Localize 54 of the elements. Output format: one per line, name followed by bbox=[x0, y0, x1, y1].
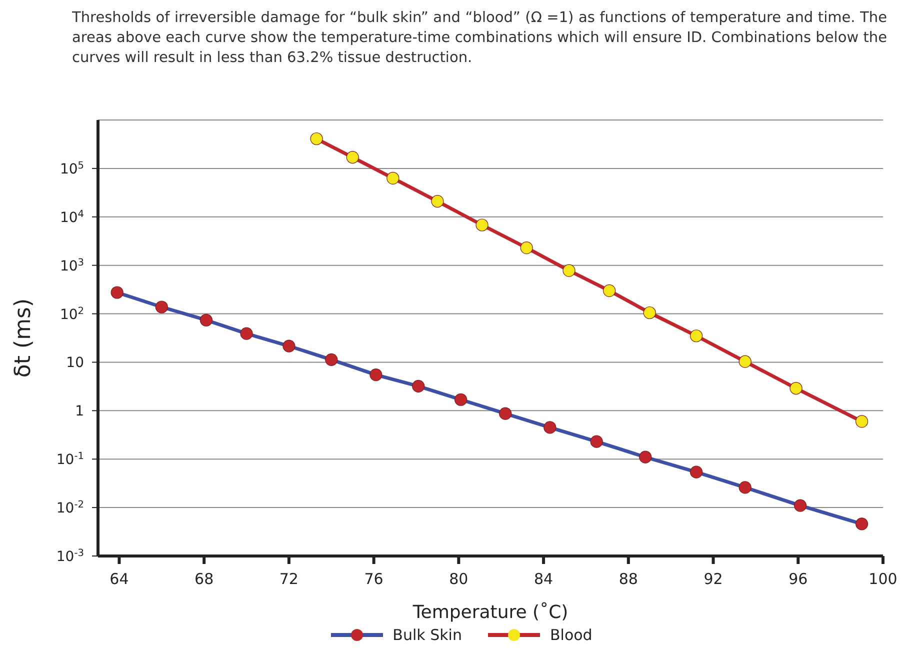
point bbox=[240, 327, 253, 340]
point bbox=[110, 286, 124, 299]
legend-label: Bulk Skin bbox=[392, 626, 462, 644]
y-tick-label: 10$^{2}$ bbox=[60, 305, 84, 323]
y-tick-label: 10$^{5}$ bbox=[60, 160, 84, 178]
legend-label: Blood bbox=[550, 626, 592, 644]
point bbox=[520, 242, 533, 254]
point bbox=[282, 340, 296, 352]
point bbox=[855, 518, 868, 530]
y-tick-label: 10$^{-3}$ bbox=[56, 548, 84, 565]
point bbox=[738, 481, 752, 494]
point bbox=[603, 284, 616, 297]
x-tick-label: 92 bbox=[704, 570, 723, 588]
x-tick-label: 96 bbox=[788, 570, 808, 588]
point bbox=[155, 300, 168, 314]
point bbox=[325, 353, 338, 366]
y-tick-label: 10$^{3}$ bbox=[60, 256, 84, 274]
x-tick-label: 76 bbox=[364, 570, 384, 588]
point bbox=[386, 172, 400, 184]
point bbox=[310, 132, 323, 146]
x-tick-label: 64 bbox=[110, 570, 129, 588]
point bbox=[790, 382, 802, 395]
point bbox=[200, 314, 213, 326]
point bbox=[690, 330, 703, 342]
y-tick-label: 10$^{-1}$ bbox=[56, 450, 84, 468]
y-tick-label: 10$^{4}$ bbox=[60, 208, 84, 226]
point bbox=[346, 150, 359, 164]
x-axis-title: Temperature (˚C) bbox=[412, 602, 568, 623]
x-tick-label: 68 bbox=[194, 570, 214, 588]
point bbox=[454, 393, 468, 406]
x-tick-label: 84 bbox=[534, 570, 554, 588]
point bbox=[738, 355, 752, 368]
point bbox=[412, 380, 425, 392]
point bbox=[431, 194, 444, 208]
y-tick-label: 10 bbox=[66, 355, 84, 372]
point bbox=[476, 218, 488, 232]
x-tick-label: 100 bbox=[868, 570, 898, 588]
point bbox=[794, 499, 807, 512]
point bbox=[590, 435, 603, 448]
chart-title: Thresholds of irreversible damage for “bulk skin” and “blood” (Ω =1) as functions of temperature and time. The areas above each curve show the temperature-time combinations which will ensure ID. Combinations below the curves will result in less than 63.2% tissue destruction. bbox=[71, 9, 888, 68]
y-axis-title: δt (ms) bbox=[10, 298, 36, 378]
point bbox=[544, 421, 556, 434]
point bbox=[639, 450, 652, 464]
point bbox=[562, 264, 576, 277]
x-tick-label: 88 bbox=[618, 570, 638, 588]
point bbox=[855, 415, 868, 428]
point bbox=[643, 306, 656, 320]
point bbox=[499, 407, 512, 420]
x-tick-label: 80 bbox=[449, 570, 468, 588]
point bbox=[370, 368, 382, 382]
x-tick-label: 72 bbox=[279, 570, 298, 588]
y-tick-label: 1 bbox=[75, 404, 84, 420]
y-tick-label: 10$^{-2}$ bbox=[56, 499, 84, 517]
point bbox=[690, 466, 703, 478]
